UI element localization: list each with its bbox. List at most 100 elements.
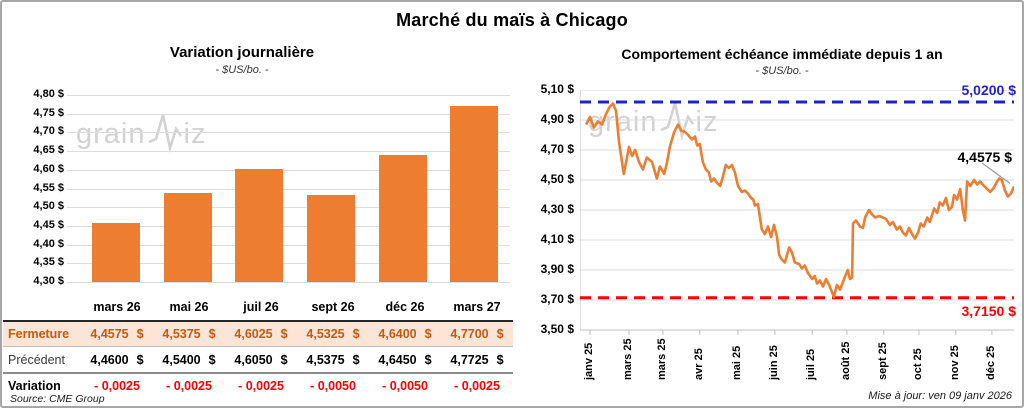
watermark-text: iz: [695, 105, 719, 138]
value: - 0,0025: [94, 379, 140, 393]
value: 4,6025: [234, 327, 273, 341]
x-tick-label: juin 25: [767, 345, 780, 380]
x-tick-label: nov 25: [948, 345, 961, 380]
support-label: 3,7150 $: [961, 303, 1017, 319]
value-cell: - 0,0025: [81, 379, 153, 393]
value: 4,4600: [90, 352, 129, 367]
value-cell: 4,6400 $: [369, 327, 441, 341]
y-tick-label: 3,90 $: [540, 262, 574, 276]
value: 4,5375: [306, 352, 345, 367]
column-header: juil 26: [243, 300, 279, 314]
grid-line: [67, 113, 510, 115]
y-tick-label: 4,45 $: [33, 218, 64, 231]
y-tick-label: 4,50 $: [33, 200, 64, 213]
bar-chart-title: Variation journalière: [169, 44, 315, 61]
grid-line: [67, 225, 510, 227]
update-date: Mise à jour: ven 09 janv 2026: [868, 390, 1012, 402]
value-cell: 4,4600 $: [81, 353, 153, 367]
value-cell: 4,4575 $: [81, 327, 153, 341]
column-header: mars 26: [93, 300, 141, 314]
line-chart-subtitle: - $US/bo. -: [755, 65, 809, 77]
currency-sign: $: [136, 327, 144, 341]
value: 4,5325: [306, 327, 345, 341]
value: - 0,0025: [238, 379, 284, 393]
x-tick-label: août 25: [839, 341, 852, 380]
value: 4,6450: [378, 352, 417, 367]
currency-sign: $: [424, 327, 432, 341]
grid-line: [67, 244, 510, 246]
grid-line: [67, 132, 510, 134]
x-tick-label: janv 25: [583, 342, 595, 380]
currency-sign: $: [280, 352, 288, 367]
value: 4,5375: [162, 327, 201, 341]
currency-sign: $: [352, 327, 360, 341]
currency-sign: $: [352, 352, 360, 367]
last-price-label: 4,4575 $: [957, 149, 1013, 165]
x-tick-label: mars 25: [622, 338, 634, 380]
y-tick-label: 4,30 $: [33, 275, 64, 287]
bar-sept 26: [306, 195, 355, 282]
last-price-callout-line: [981, 162, 1011, 184]
value: 4,6400: [378, 327, 417, 341]
value: 4,7725: [450, 352, 489, 367]
bar-juil 26: [235, 168, 284, 282]
value-cell: - 0,0025: [225, 379, 297, 393]
line-chart-title: Comportement échéance immédiate depuis 1…: [621, 46, 943, 62]
x-tick-label: juil 25: [805, 348, 818, 380]
table-row-fermeture: Fermeture 4,4575 $4,5375 $4,6025 $4,5325 $4,6…: [3, 320, 513, 347]
value-cell: 4,7700 $: [441, 327, 513, 341]
value: - 0,0025: [454, 379, 500, 393]
y-tick-label: 4,70 $: [540, 142, 574, 156]
value-cell: 4,6050 $: [225, 353, 297, 367]
currency-sign: $: [136, 352, 144, 367]
x-tick-label: oct 25: [912, 348, 924, 380]
table-header-row: mars 26 mai 26 juil 26 sept 26 déc 26 mars 27: [3, 294, 513, 320]
y-tick-label: 4,35 $: [33, 256, 64, 269]
x-tick-label: avr 25: [692, 348, 705, 380]
y-tick-label: 4,30 $: [540, 202, 574, 216]
currency-sign: $: [496, 327, 504, 341]
grainwiz-watermark: grain iz: [76, 112, 206, 156]
y-tick-label: 4,65 $: [33, 144, 64, 157]
table-row-variation: Variation - 0,0025 - 0,0025 - 0,0025 - 0,005…: [3, 374, 513, 398]
y-tick-label: 4,55 $: [33, 181, 64, 194]
value-cell: 4,5325 $: [297, 327, 369, 341]
grid-line: [67, 282, 510, 283]
line-chart-plot: [580, 90, 1014, 335]
row-label: Précédent: [8, 352, 65, 367]
page-title: Marché du maïs à Chicago: [396, 10, 628, 30]
y-tick-label: 3,70 $: [540, 292, 574, 306]
x-tick-label: déc 25: [984, 345, 997, 380]
value: - 0,0025: [166, 379, 212, 393]
column-header: mars 27: [453, 300, 501, 314]
value-cell: 4,7725 $: [441, 353, 513, 367]
resistance-label: 5,0200 $: [961, 82, 1017, 98]
y-tick-label: 4,70 $: [33, 125, 64, 138]
y-tick-label: 5,10 $: [540, 82, 574, 96]
x-tick-label: sept 25: [876, 342, 889, 380]
grid-line: [67, 188, 510, 190]
value-cell: 4,5375 $: [153, 327, 225, 341]
grid-line: [67, 263, 510, 265]
y-tick-label: 4,60 $: [33, 162, 64, 175]
y-tick-label: 4,75 $: [33, 106, 64, 119]
y-tick-label: 4,90 $: [540, 112, 574, 126]
value-cell: - 0,0025: [441, 379, 513, 393]
bar-chart-subtitle: - $US/bo. -: [215, 64, 269, 76]
bar-mai 26: [163, 193, 212, 282]
grid-line: [67, 169, 510, 171]
x-tick-label: mai 25: [731, 345, 743, 380]
y-tick-label: 4,80 $: [33, 88, 64, 100]
column-header: déc 26: [385, 300, 425, 314]
row-label: Variation: [8, 379, 61, 393]
bar-mars 27: [450, 106, 499, 282]
column-header: sept 26: [311, 300, 355, 314]
row-label: Fermeture: [8, 327, 70, 341]
value: 4,7700: [450, 327, 489, 341]
y-tick-label: 4,10 $: [540, 232, 574, 246]
grid-line: [67, 95, 510, 96]
watermark-sparkline-icon: [147, 114, 182, 154]
value-cell: 4,6025 $: [225, 327, 297, 341]
watermark-text: iz: [183, 117, 207, 150]
